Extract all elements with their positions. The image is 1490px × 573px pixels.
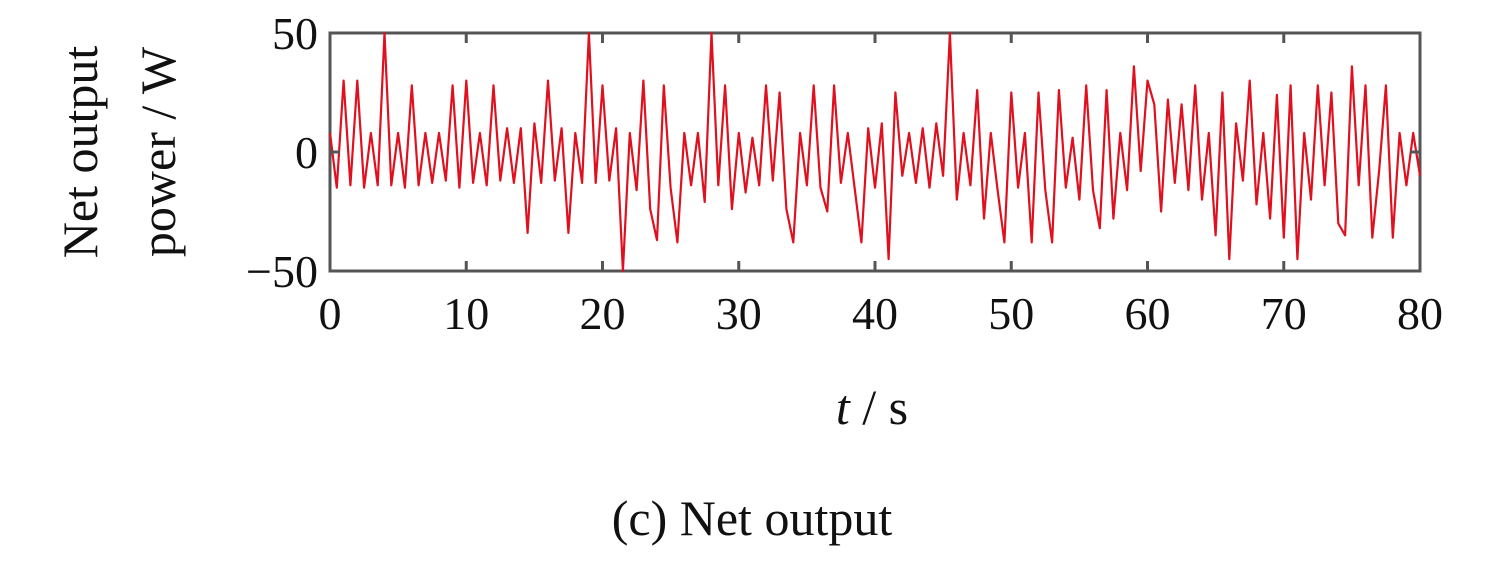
x-tick-label: 80 bbox=[1397, 288, 1443, 339]
y-axis-label-line-2: power / W bbox=[130, 46, 186, 257]
x-axis-ticks: 0 10 20 30 40 50 60 70 80 bbox=[319, 33, 1443, 339]
plot-frame bbox=[328, 31, 1422, 273]
x-tick-label: 40 bbox=[852, 288, 898, 339]
net-output-power-line bbox=[328, 31, 1422, 273]
y-tick-label: −50 bbox=[246, 246, 318, 297]
y-axis-label-line-1: Net output bbox=[52, 46, 108, 259]
figure-caption: (c) Net output bbox=[612, 490, 893, 546]
x-tick-label: 0 bbox=[319, 288, 342, 339]
x-tick-label: 30 bbox=[716, 288, 762, 339]
x-tick-label: 60 bbox=[1125, 288, 1171, 339]
x-tick-label: 20 bbox=[580, 288, 626, 339]
x-axis-label: t / s bbox=[836, 379, 908, 435]
y-axis-ticks: −50 0 50 bbox=[246, 8, 1420, 297]
x-tick-label: 10 bbox=[443, 288, 489, 339]
x-tick-label: 50 bbox=[988, 288, 1034, 339]
y-tick-label: 50 bbox=[272, 8, 318, 59]
x-axis-label-variable: t bbox=[836, 379, 851, 435]
x-axis-label-unit: / s bbox=[850, 379, 908, 435]
y-tick-label: 0 bbox=[295, 127, 318, 178]
x-tick-label: 70 bbox=[1261, 288, 1307, 339]
